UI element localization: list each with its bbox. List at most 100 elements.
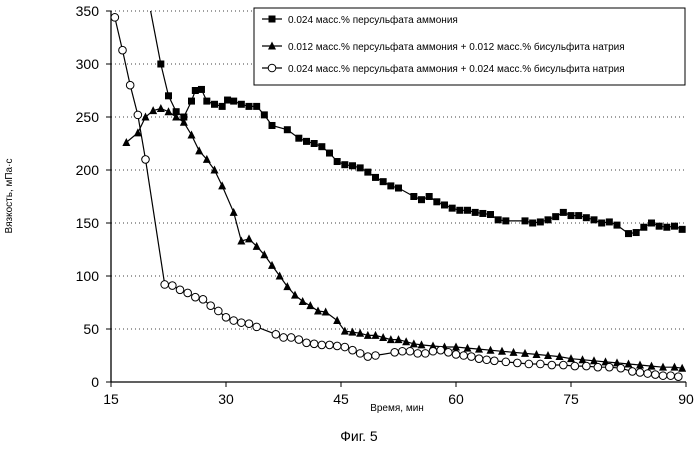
series-2-point-23 bbox=[306, 301, 314, 309]
series-1-point-66 bbox=[679, 226, 686, 233]
series-3-point-37 bbox=[429, 347, 437, 355]
series-3-point-19 bbox=[280, 334, 288, 342]
series-3-point-30 bbox=[364, 353, 372, 361]
series-1-point-45 bbox=[502, 217, 509, 224]
series-3-point-14 bbox=[230, 317, 238, 325]
series-3-point-2 bbox=[126, 81, 134, 89]
series-3-point-17 bbox=[253, 323, 261, 331]
series-1-point-60 bbox=[633, 229, 640, 236]
series-3-point-5 bbox=[161, 281, 169, 289]
series-1-point-63 bbox=[656, 223, 663, 230]
series-3-point-20 bbox=[287, 334, 295, 342]
series-2 bbox=[122, 104, 686, 372]
series-2-point-15 bbox=[245, 234, 253, 242]
series-3-point-48 bbox=[525, 360, 533, 368]
series-3-point-0 bbox=[111, 14, 119, 22]
series-1-point-23 bbox=[326, 150, 333, 157]
series-3-point-24 bbox=[318, 341, 326, 349]
y-tick-label-50: 50 bbox=[83, 321, 99, 337]
series-1-point-2 bbox=[165, 92, 172, 99]
series-1-point-14 bbox=[246, 103, 253, 110]
series-2-point-0 bbox=[122, 138, 130, 146]
series-1-point-52 bbox=[568, 212, 575, 219]
y-tick-label-350: 350 bbox=[76, 3, 100, 19]
series-3-point-51 bbox=[560, 361, 568, 369]
series-1-point-9 bbox=[211, 101, 218, 108]
series-2-point-24 bbox=[314, 306, 322, 314]
series-1-point-43 bbox=[487, 211, 494, 218]
series-1-point-29 bbox=[372, 174, 379, 181]
series-1-point-28 bbox=[364, 169, 371, 176]
y-tick-label-250: 250 bbox=[76, 109, 100, 125]
series-3-point-15 bbox=[238, 319, 246, 327]
series-1-point-55 bbox=[591, 216, 598, 223]
x-tick-label-60: 60 bbox=[448, 391, 464, 407]
series-2-line bbox=[126, 109, 682, 369]
legend-marker-3 bbox=[268, 64, 276, 72]
series-3-point-58 bbox=[636, 369, 644, 377]
series-3-point-31 bbox=[372, 352, 380, 360]
x-tick-label-30: 30 bbox=[218, 391, 234, 407]
series-1-point-40 bbox=[464, 207, 471, 214]
series-2-point-22 bbox=[299, 297, 307, 305]
series-1-point-47 bbox=[529, 220, 536, 227]
series-1-point-49 bbox=[545, 216, 552, 223]
series-1-point-8 bbox=[203, 98, 210, 105]
series-3-point-61 bbox=[659, 372, 667, 380]
series-3-point-41 bbox=[460, 352, 468, 360]
series-1-point-16 bbox=[261, 111, 268, 118]
series-3-point-44 bbox=[483, 356, 491, 364]
series-3-point-36 bbox=[422, 350, 430, 358]
series-3-point-25 bbox=[326, 341, 334, 349]
series-1-point-7 bbox=[198, 86, 205, 93]
series-1-point-46 bbox=[522, 217, 529, 224]
series-1-point-48 bbox=[537, 218, 544, 225]
series-1-point-11 bbox=[224, 97, 231, 104]
series-2-point-13 bbox=[230, 208, 238, 216]
series-1-point-20 bbox=[303, 138, 310, 145]
series-1-point-65 bbox=[671, 223, 678, 230]
figure-caption: Фиг. 5 bbox=[340, 428, 378, 444]
x-tick-label-45: 45 bbox=[333, 391, 349, 407]
series-3-point-47 bbox=[514, 359, 522, 367]
series-1-point-59 bbox=[625, 230, 632, 237]
series-3-point-22 bbox=[303, 339, 311, 347]
series-1-point-41 bbox=[472, 209, 479, 216]
series-1-point-42 bbox=[479, 210, 486, 217]
series-1-point-25 bbox=[341, 161, 348, 168]
series-2-point-4 bbox=[157, 104, 165, 112]
y-axis-title: Вязкость, мПа·с bbox=[4, 159, 15, 234]
series-1-point-61 bbox=[640, 224, 647, 231]
series-3-point-40 bbox=[452, 351, 460, 359]
series-1-point-27 bbox=[357, 164, 364, 171]
y-tick-label-0: 0 bbox=[91, 374, 99, 390]
series-2-point-9 bbox=[195, 146, 203, 154]
series-1-point-50 bbox=[552, 213, 559, 220]
y-tick-label-300: 300 bbox=[76, 56, 100, 72]
series-3-point-56 bbox=[617, 364, 625, 372]
series-1-point-39 bbox=[456, 207, 463, 214]
x-tick-label-90: 90 bbox=[678, 391, 694, 407]
series-3-point-52 bbox=[571, 362, 579, 370]
series-3-point-4 bbox=[142, 156, 150, 164]
series-3-point-60 bbox=[652, 371, 660, 379]
series-3-point-10 bbox=[199, 296, 207, 304]
series-1-point-10 bbox=[219, 103, 226, 110]
series-1-point-51 bbox=[560, 209, 567, 216]
series-3-point-27 bbox=[341, 343, 349, 351]
series-1-point-56 bbox=[598, 220, 605, 227]
series-3-point-8 bbox=[184, 289, 192, 297]
series-3-point-21 bbox=[295, 336, 303, 344]
series-1-point-64 bbox=[663, 224, 670, 231]
series-1-point-5 bbox=[188, 98, 195, 105]
series-3-point-12 bbox=[215, 307, 223, 315]
series-3-point-54 bbox=[594, 363, 602, 371]
y-tick-label-150: 150 bbox=[76, 215, 100, 231]
legend-marker-1 bbox=[269, 16, 276, 23]
series-3-point-43 bbox=[475, 355, 483, 363]
series-3-point-62 bbox=[667, 372, 675, 380]
series-3-point-49 bbox=[537, 360, 545, 368]
series-2-point-26 bbox=[333, 316, 341, 324]
